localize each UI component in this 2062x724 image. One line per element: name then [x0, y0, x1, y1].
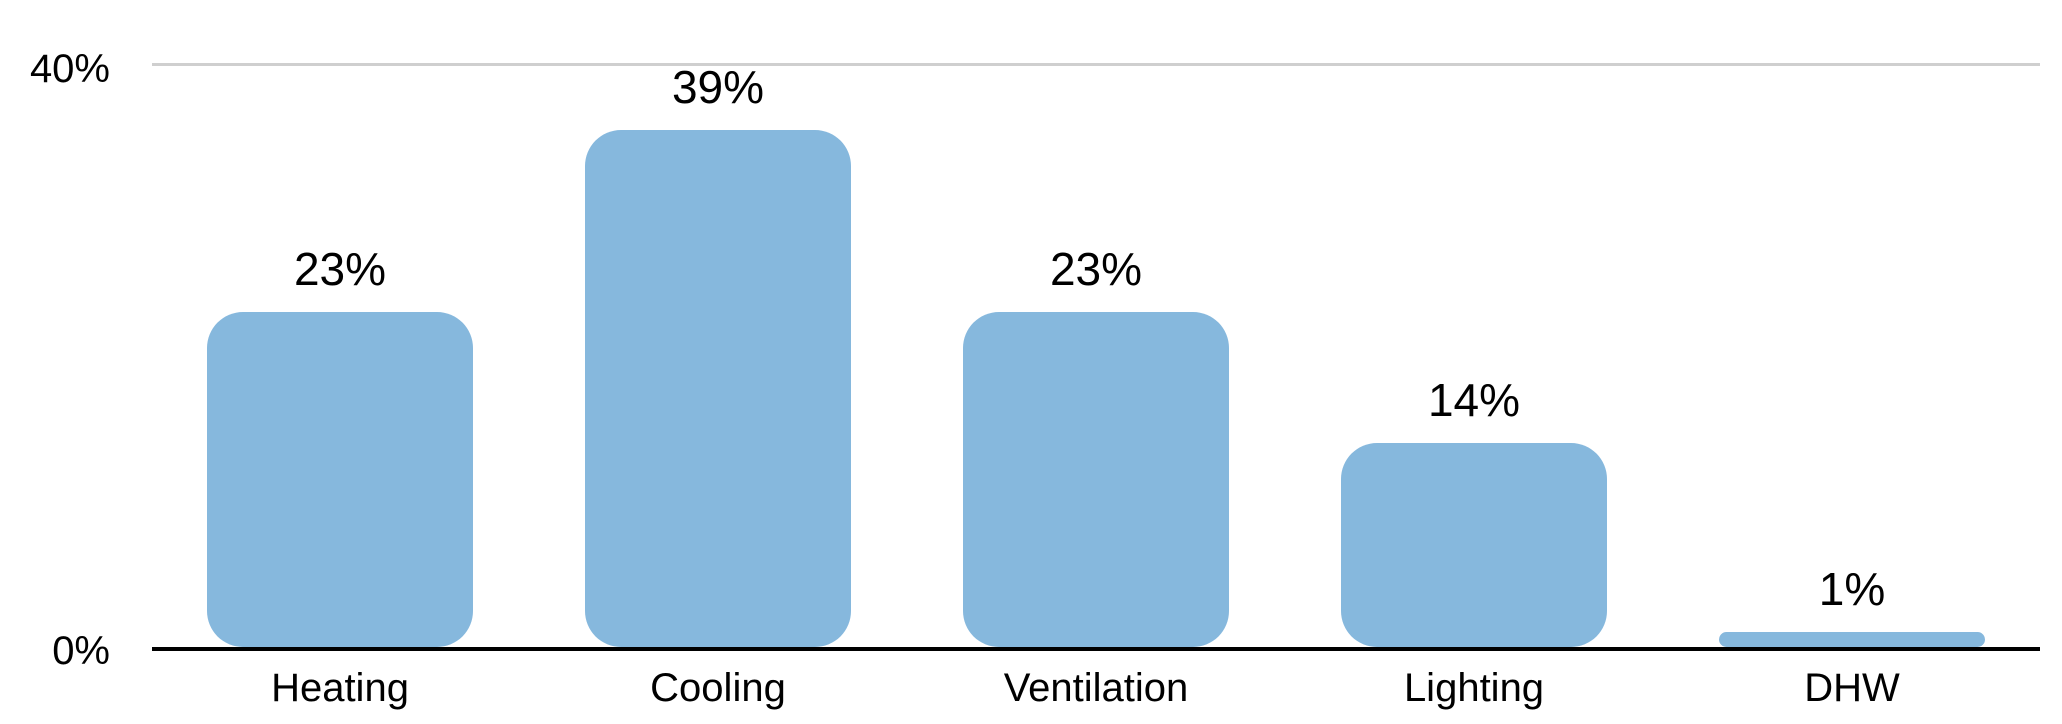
bar-value-label: 23%	[293, 242, 387, 295]
bar-value-label: 14%	[1427, 373, 1521, 426]
bar	[207, 311, 473, 647]
bar-column-heating: 23%	[207, 64, 473, 647]
bars-row: 23% 39% 23% 14% 1%	[152, 64, 2040, 647]
bar-column-dhw: 1%	[1719, 64, 1985, 647]
bar-column-cooling: 39%	[585, 64, 851, 647]
x-labels-row: Heating Cooling Ventilation Lighting DHW	[152, 664, 2040, 712]
bar-value-label: 39%	[671, 61, 765, 113]
category-label: Ventilation	[1003, 666, 1189, 710]
bar	[1341, 442, 1607, 647]
category-label: DHW	[1804, 666, 1900, 710]
bar	[963, 311, 1229, 647]
y-axis-tick-label-0: 0%	[52, 629, 110, 673]
bar	[585, 130, 851, 647]
y-axis-tick-label-40: 40%	[29, 47, 110, 91]
category-label: Cooling	[650, 666, 786, 710]
category-label: Heating	[271, 666, 409, 710]
gridline-40pct	[152, 63, 2040, 66]
bar-column-lighting: 14%	[1341, 64, 1607, 647]
x-axis-baseline	[152, 647, 2040, 651]
bar-column-ventilation: 23%	[963, 64, 1229, 647]
category-label: Lighting	[1403, 666, 1545, 710]
bar	[1719, 632, 1985, 647]
bar-value-label: 23%	[1049, 242, 1143, 295]
bar-value-label: 1%	[1818, 563, 1886, 616]
